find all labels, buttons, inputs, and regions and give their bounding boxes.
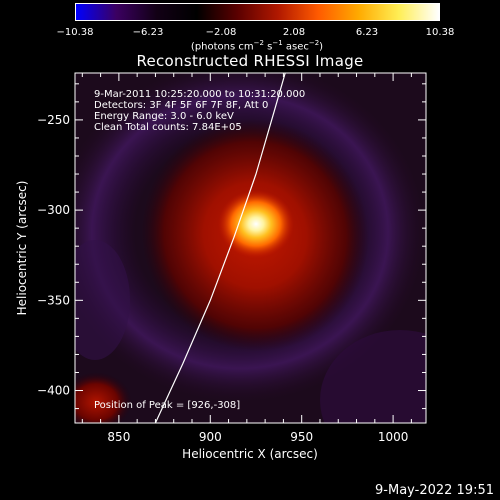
colorbar-tick-label: 2.08 — [282, 27, 306, 38]
colorbar-tick-label: −10.38 — [56, 27, 94, 38]
tick-label: −250 — [37, 113, 70, 127]
plot-frame — [74, 72, 427, 424]
tick-label: 900 — [199, 430, 222, 444]
detectors-text: Detectors: 3F 4F 5F 6F 7F 8F, Att 0 — [94, 100, 268, 111]
colorbar-units: (photons cm−2 s−1 asec−2) — [190, 39, 324, 53]
colorbar-tick-label: 10.38 — [425, 27, 455, 38]
y-axis: −250 −300 −350 −400 — [37, 83, 426, 410]
tick-label: −400 — [37, 384, 70, 398]
tick-label: 1000 — [378, 430, 409, 444]
tick-label: 850 — [107, 430, 130, 444]
energy-range-text: Energy Range: 3.0 - 6.0 keV — [94, 111, 234, 122]
colorbar-tick-label: −2.08 — [205, 27, 237, 38]
time-range-text: 9-Mar-2011 10:25:20.000 to 10:31:20.000 — [94, 89, 305, 100]
solar-limb-curve — [154, 73, 286, 423]
heatmap-image — [75, 73, 426, 423]
x-axis: 850 900 950 1000 — [81, 73, 412, 444]
colorbar — [75, 3, 440, 21]
tick-label: 950 — [290, 430, 313, 444]
peak-position-text: Position of Peak = [926,-308] — [94, 400, 240, 411]
y-axis-label: Heliocentric Y (arcsec) — [15, 181, 29, 316]
colorbar-tick-label: −6.23 — [132, 27, 164, 38]
clean-total-counts-text: Clean Total counts: 7.84E+05 — [94, 122, 242, 133]
footer-date: 9-May-2022 19:51 — [375, 483, 494, 498]
x-axis-label: Heliocentric X (arcsec) — [182, 447, 318, 461]
tick-label: −350 — [37, 293, 70, 307]
chart-title: Reconstructed RHESSI Image — [136, 52, 364, 70]
tick-label: −300 — [37, 203, 70, 217]
colorbar-tick-label: 6.23 — [355, 27, 379, 38]
